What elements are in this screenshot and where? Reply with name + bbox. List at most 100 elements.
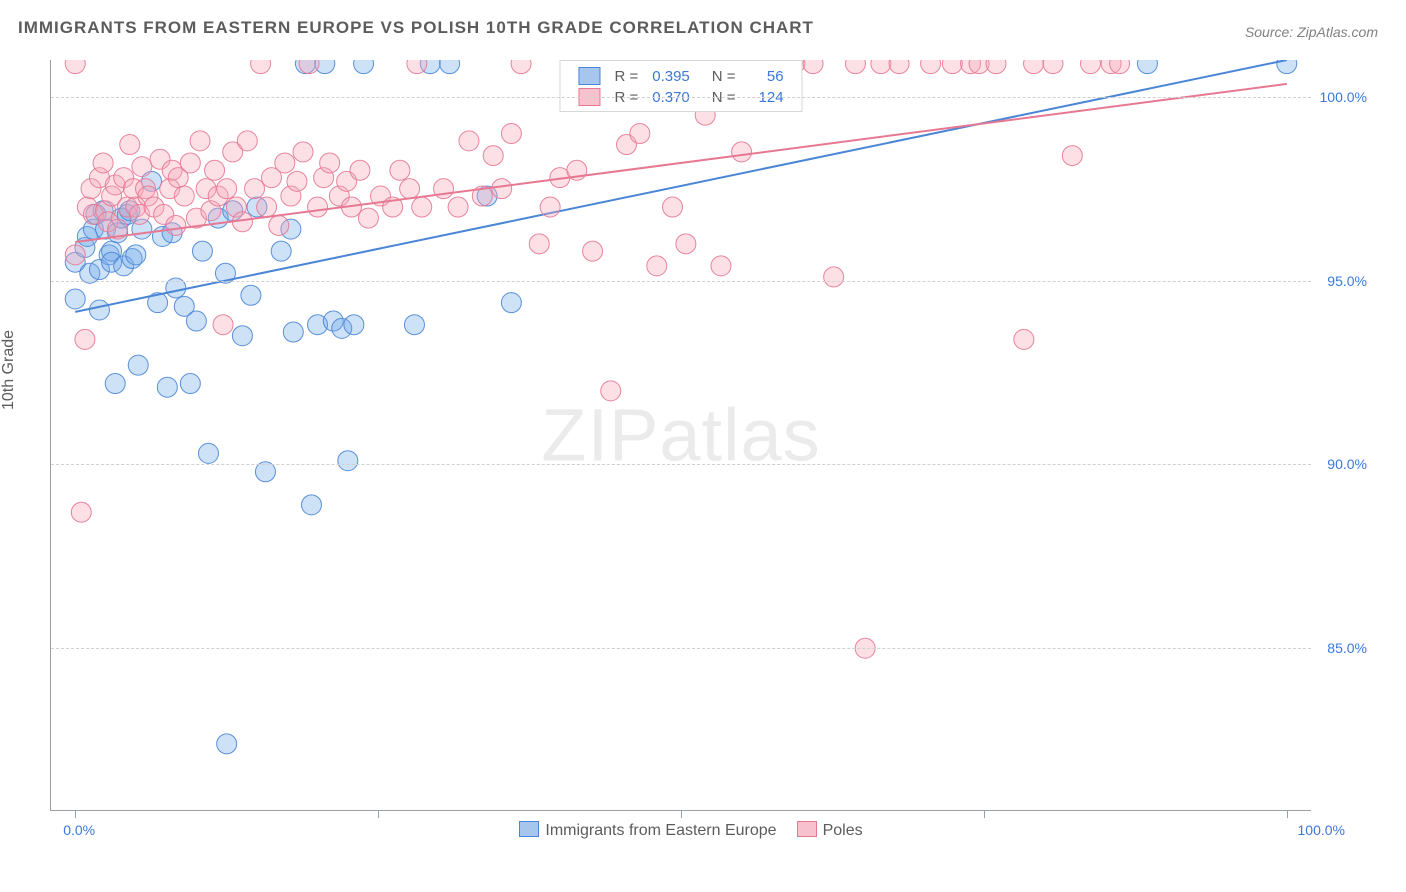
data-point-pink: [350, 160, 370, 180]
y-tick-label: 90.0%: [1327, 456, 1367, 472]
data-point-pink: [889, 60, 909, 74]
data-point-pink: [190, 131, 210, 151]
chart-container: IMMIGRANTS FROM EASTERN EUROPE VS POLISH…: [0, 0, 1406, 892]
data-point-blue: [105, 374, 125, 394]
data-point-pink: [166, 215, 186, 235]
data-point-pink: [205, 160, 225, 180]
data-point-pink: [65, 60, 85, 74]
data-point-blue: [157, 377, 177, 397]
data-point-blue: [271, 241, 291, 261]
y-gridline: [51, 464, 1311, 465]
data-point-pink: [65, 245, 85, 265]
data-point-blue: [301, 495, 321, 515]
data-point-blue: [199, 443, 219, 463]
data-point-pink: [676, 234, 696, 254]
n-label: N =: [698, 67, 742, 86]
data-point-blue: [128, 355, 148, 375]
r-label: R =: [608, 67, 644, 86]
x-min-label: 0.0%: [63, 822, 95, 838]
data-point-blue: [1137, 60, 1157, 74]
chart-title: IMMIGRANTS FROM EASTERN EUROPE VS POLISH…: [18, 18, 814, 38]
stats-legend: R =0.395N =56R =0.370N =124: [559, 60, 802, 112]
data-point-pink: [501, 124, 521, 144]
data-point-pink: [942, 60, 962, 74]
data-point-pink: [275, 153, 295, 173]
data-point-pink: [845, 60, 865, 74]
x-tick: [984, 810, 985, 818]
data-point-pink: [1081, 60, 1101, 74]
data-point-pink: [217, 179, 237, 199]
data-point-pink: [483, 146, 503, 166]
data-point-pink: [663, 197, 683, 217]
data-point-pink: [174, 186, 194, 206]
data-point-blue: [180, 374, 200, 394]
data-point-blue: [404, 315, 424, 335]
data-point-pink: [269, 215, 289, 235]
data-point-pink: [511, 60, 531, 74]
y-tick-label: 95.0%: [1327, 273, 1367, 289]
data-point-pink: [986, 60, 1006, 74]
x-tick: [681, 810, 682, 818]
y-gridline: [51, 97, 1311, 98]
legend-swatch: [797, 821, 817, 837]
data-point-pink: [257, 197, 277, 217]
data-point-pink: [400, 179, 420, 199]
scatter-svg: [51, 60, 1311, 810]
data-point-pink: [921, 60, 941, 74]
data-point-pink: [237, 131, 257, 151]
data-point-pink: [358, 208, 378, 228]
data-point-pink: [390, 160, 410, 180]
r-value: 0.395: [646, 67, 696, 86]
data-point-pink: [1014, 329, 1034, 349]
y-gridline: [51, 281, 1311, 282]
data-point-pink: [448, 197, 468, 217]
data-point-pink: [308, 197, 328, 217]
data-point-blue: [354, 60, 374, 74]
data-point-pink: [459, 131, 479, 151]
data-point-pink: [293, 142, 313, 162]
data-point-pink: [824, 267, 844, 287]
y-tick-label: 85.0%: [1327, 640, 1367, 656]
data-point-blue: [338, 451, 358, 471]
plot-area: ZIPatlas R =0.395N =56R =0.370N =124 Imm…: [50, 60, 1311, 811]
data-point-pink: [71, 502, 91, 522]
data-point-blue: [126, 245, 146, 265]
series-legend: Immigrants from Eastern EuropePoles: [51, 821, 1311, 840]
legend-swatch: [519, 821, 539, 837]
stats-legend-row: R =0.395N =56: [572, 67, 789, 86]
data-point-blue: [89, 300, 109, 320]
data-point-pink: [75, 329, 95, 349]
x-tick: [378, 810, 379, 818]
data-point-pink: [132, 157, 152, 177]
y-axis-title: 10th Grade: [0, 310, 18, 430]
data-point-pink: [803, 60, 823, 74]
data-point-pink: [213, 315, 233, 335]
data-point-pink: [647, 256, 667, 276]
data-point-blue: [192, 241, 212, 261]
y-gridline: [51, 648, 1311, 649]
data-point-pink: [320, 153, 340, 173]
data-point-pink: [601, 381, 621, 401]
data-point-pink: [1024, 60, 1044, 74]
x-max-label: 100.0%: [1298, 822, 1345, 838]
data-point-pink: [732, 142, 752, 162]
stats-legend-table: R =0.395N =56R =0.370N =124: [570, 65, 791, 109]
data-point-blue: [501, 293, 521, 313]
y-tick-label: 100.0%: [1320, 89, 1367, 105]
data-point-blue: [283, 322, 303, 342]
data-point-blue: [217, 734, 237, 754]
legend-label: Immigrants from Eastern Europe: [545, 822, 776, 839]
data-point-pink: [180, 153, 200, 173]
n-value: 56: [744, 67, 790, 86]
data-point-blue: [344, 315, 364, 335]
x-tick: [1287, 810, 1288, 818]
data-point-pink: [711, 256, 731, 276]
data-point-pink: [1043, 60, 1063, 74]
data-point-pink: [120, 135, 140, 155]
data-point-blue: [65, 289, 85, 309]
data-point-pink: [93, 153, 113, 173]
data-point-blue: [186, 311, 206, 331]
data-point-pink: [492, 179, 512, 199]
data-point-pink: [245, 179, 265, 199]
data-point-pink: [540, 197, 560, 217]
